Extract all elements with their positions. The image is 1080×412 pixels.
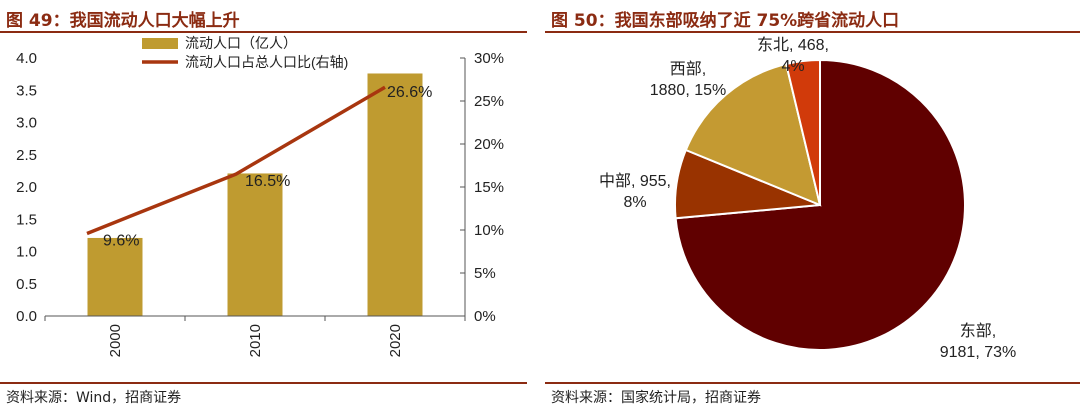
x-tick-label: 2010 bbox=[247, 324, 264, 357]
y2-tick-label: 5% bbox=[474, 265, 496, 282]
x-tick-label: 2000 bbox=[107, 324, 124, 357]
y2-tick-label: 20% bbox=[474, 136, 504, 153]
x-tick-label: 2020 bbox=[387, 324, 404, 357]
pie-slice-label: 中部, 955, bbox=[599, 172, 671, 190]
figure-50-bottom-rule bbox=[545, 382, 1080, 384]
y-tick-label: 1.0 bbox=[16, 244, 37, 261]
figure-49-chart: 0.0 0.5 1.0 1.5 2.0 2.5 3.0 3.5 4.0 0% 5% 10% 15% 20%… bbox=[16, 35, 504, 357]
legend-bar-label: 流动人口（亿人） bbox=[185, 35, 297, 51]
figure-49-source: 资料来源：Wind，招商证券 bbox=[6, 390, 182, 406]
figure-49-top-rule bbox=[0, 31, 527, 33]
y-tick-label: 2.5 bbox=[16, 147, 37, 164]
y2-tick-label: 0% bbox=[474, 308, 496, 325]
y-tick-label: 2.0 bbox=[16, 179, 37, 196]
figure-50-title: 图 50：我国东部吸纳了近 75%跨省流动人口 bbox=[551, 11, 900, 31]
y2-tick-label: 30% bbox=[474, 50, 504, 67]
pie-slice-label: 4% bbox=[781, 58, 804, 75]
y2-tick-label: 15% bbox=[474, 179, 504, 196]
line-data-label: 26.6% bbox=[387, 84, 432, 101]
figure-50-panel: 图 50：我国东部吸纳了近 75%跨省流动人口 东部, 9181, 73% 中部, … bbox=[545, 0, 1080, 412]
line-series-share bbox=[86, 85, 386, 236]
line-data-label: 9.6% bbox=[103, 232, 139, 249]
y-tick-label: 1.5 bbox=[16, 211, 37, 228]
legend-bar-swatch bbox=[142, 38, 178, 49]
y2-tick-label: 25% bbox=[474, 93, 504, 110]
y-tick-label: 4.0 bbox=[16, 50, 37, 67]
pie-slice-label: 9181, 73% bbox=[940, 344, 1017, 361]
pie-slice-3 bbox=[784, 58, 821, 206]
pie-slice-label: 1880, 15% bbox=[650, 82, 727, 99]
bar-2000 bbox=[87, 237, 143, 316]
y-tick-label: 0.0 bbox=[16, 308, 37, 325]
pie-slice-2 bbox=[684, 62, 822, 207]
bar-2020 bbox=[367, 73, 423, 316]
y2-tick-label: 10% bbox=[474, 222, 504, 239]
figure-49-panel: 图 49：我国流动人口大幅上升 0.0 0.5 1.0 1.5 2.0 2.5 3.0 3.5… bbox=[0, 0, 527, 412]
pie-slice-label: 东北, 468, bbox=[757, 36, 829, 54]
y-tick-label: 3.5 bbox=[16, 82, 37, 99]
pie-slice-label: 西部, bbox=[670, 60, 706, 78]
line-data-label: 16.5% bbox=[245, 173, 290, 190]
y-tick-label: 3.0 bbox=[16, 115, 37, 132]
figure-50-source: 资料来源：国家统计局，招商证券 bbox=[551, 390, 761, 406]
figure-50-top-rule bbox=[545, 31, 1080, 33]
pie-slice-label: 东部, bbox=[960, 322, 996, 340]
y-tick-label: 0.5 bbox=[16, 276, 37, 293]
figure-49-bottom-rule bbox=[0, 382, 527, 384]
figure-50-chart: 东部, 9181, 73% 中部, 955, 8% 西部, 1880, 15% 东北, 46… bbox=[599, 36, 1017, 361]
legend-line-label: 流动人口占总人口比(右轴) bbox=[185, 54, 348, 70]
bar-2010 bbox=[227, 173, 283, 316]
figure-49-title: 图 49：我国流动人口大幅上升 bbox=[6, 11, 240, 31]
pie-slice-label: 8% bbox=[623, 194, 646, 211]
